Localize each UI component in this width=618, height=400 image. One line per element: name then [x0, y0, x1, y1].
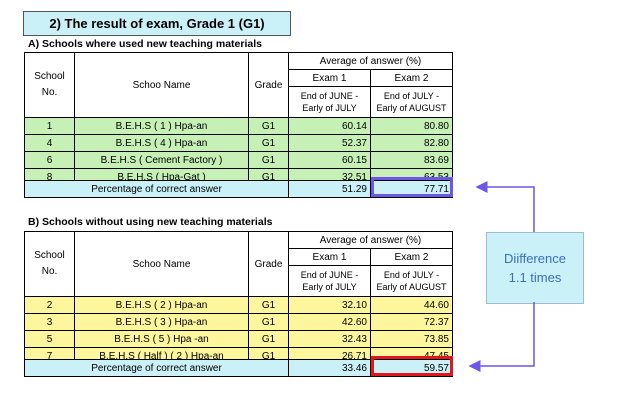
table-row: 1 B.E.H.S ( 1 ) Hpa-an G1 60.14 80.80 — [24, 117, 453, 135]
section-b-heading: B) Schools without using new teaching ma… — [28, 216, 273, 228]
total-exam2: 59.57 — [370, 359, 453, 377]
cell-exam1: 52.37 — [288, 134, 371, 152]
header-period1: End of JUNE - Early of JULY — [288, 265, 371, 297]
callout-line2: 1.1 times — [508, 270, 562, 285]
page-title: 2) The result of exam, Grade 1 (G1) — [23, 11, 291, 36]
difference-callout: Diifference 1.1 times — [486, 232, 584, 304]
total-exam2: 77.71 — [370, 180, 453, 198]
callout-line1: Diifference — [504, 251, 566, 266]
header-period1: End of JUNE - Early of JULY — [288, 86, 371, 118]
cell-grade: G1 — [248, 296, 289, 314]
table-row: 6 B.E.H.S ( Cement Factory ) G1 60.15 83… — [24, 151, 453, 169]
cell-exam2: 82.80 — [370, 134, 453, 152]
cell-exam2: 80.80 — [370, 117, 453, 135]
header-school-name: Schoo Name — [74, 231, 249, 297]
table-a-total: Percentage of correct answer 51.29 77.71 — [24, 180, 453, 198]
section-a-heading: A) Schools where used new teaching mater… — [28, 38, 262, 50]
total-exam1: 51.29 — [288, 180, 371, 198]
cell-no: 4 — [24, 134, 75, 152]
total-exam1: 33.46 — [288, 359, 371, 377]
cell-grade: G1 — [248, 330, 289, 348]
cell-no: 1 — [24, 117, 75, 135]
table-row: 3 B.E.H.S ( 3 ) Hpa-an G1 42.60 72.37 — [24, 313, 453, 331]
table-row: 5 B.E.H.S ( 5 ) Hpa -an G1 32.43 73.85 — [24, 330, 453, 348]
cell-name: B.E.H.S ( Cement Factory ) — [74, 151, 249, 169]
cell-exam2: 72.37 — [370, 313, 453, 331]
table-b-total: Percentage of correct answer 33.46 59.57 — [24, 359, 453, 377]
cell-name: B.E.H.S ( 5 ) Hpa -an — [74, 330, 249, 348]
highlight-box-b — [371, 356, 453, 376]
cell-exam1: 32.43 — [288, 330, 371, 348]
cell-exam2: 73.85 — [370, 330, 453, 348]
cell-exam1: 42.60 — [288, 313, 371, 331]
cell-no: 3 — [24, 313, 75, 331]
table-row: 2 B.E.H.S ( 2 ) Hpa-an G1 32.10 44.60 — [24, 296, 453, 314]
cell-grade: G1 — [248, 313, 289, 331]
cell-grade: G1 — [248, 134, 289, 152]
total-label: Percentage of correct answer — [24, 180, 289, 198]
header-grade: Grade — [248, 231, 289, 297]
arrow-to-a-icon — [475, 181, 535, 232]
cell-name: B.E.H.S ( 3 ) Hpa-an — [74, 313, 249, 331]
arrow-to-b-icon — [468, 302, 535, 372]
highlight-box-a — [371, 177, 453, 197]
table-b: School No. Schoo Name Grade Average of a… — [24, 231, 453, 365]
header-school-no: School No. — [24, 52, 75, 118]
cell-no: 6 — [24, 151, 75, 169]
cell-exam1: 32.10 — [288, 296, 371, 314]
cell-grade: G1 — [248, 117, 289, 135]
cell-name: B.E.H.S ( 2 ) Hpa-an — [74, 296, 249, 314]
total-label: Percentage of correct answer — [24, 359, 289, 377]
cell-exam2: 83.69 — [370, 151, 453, 169]
